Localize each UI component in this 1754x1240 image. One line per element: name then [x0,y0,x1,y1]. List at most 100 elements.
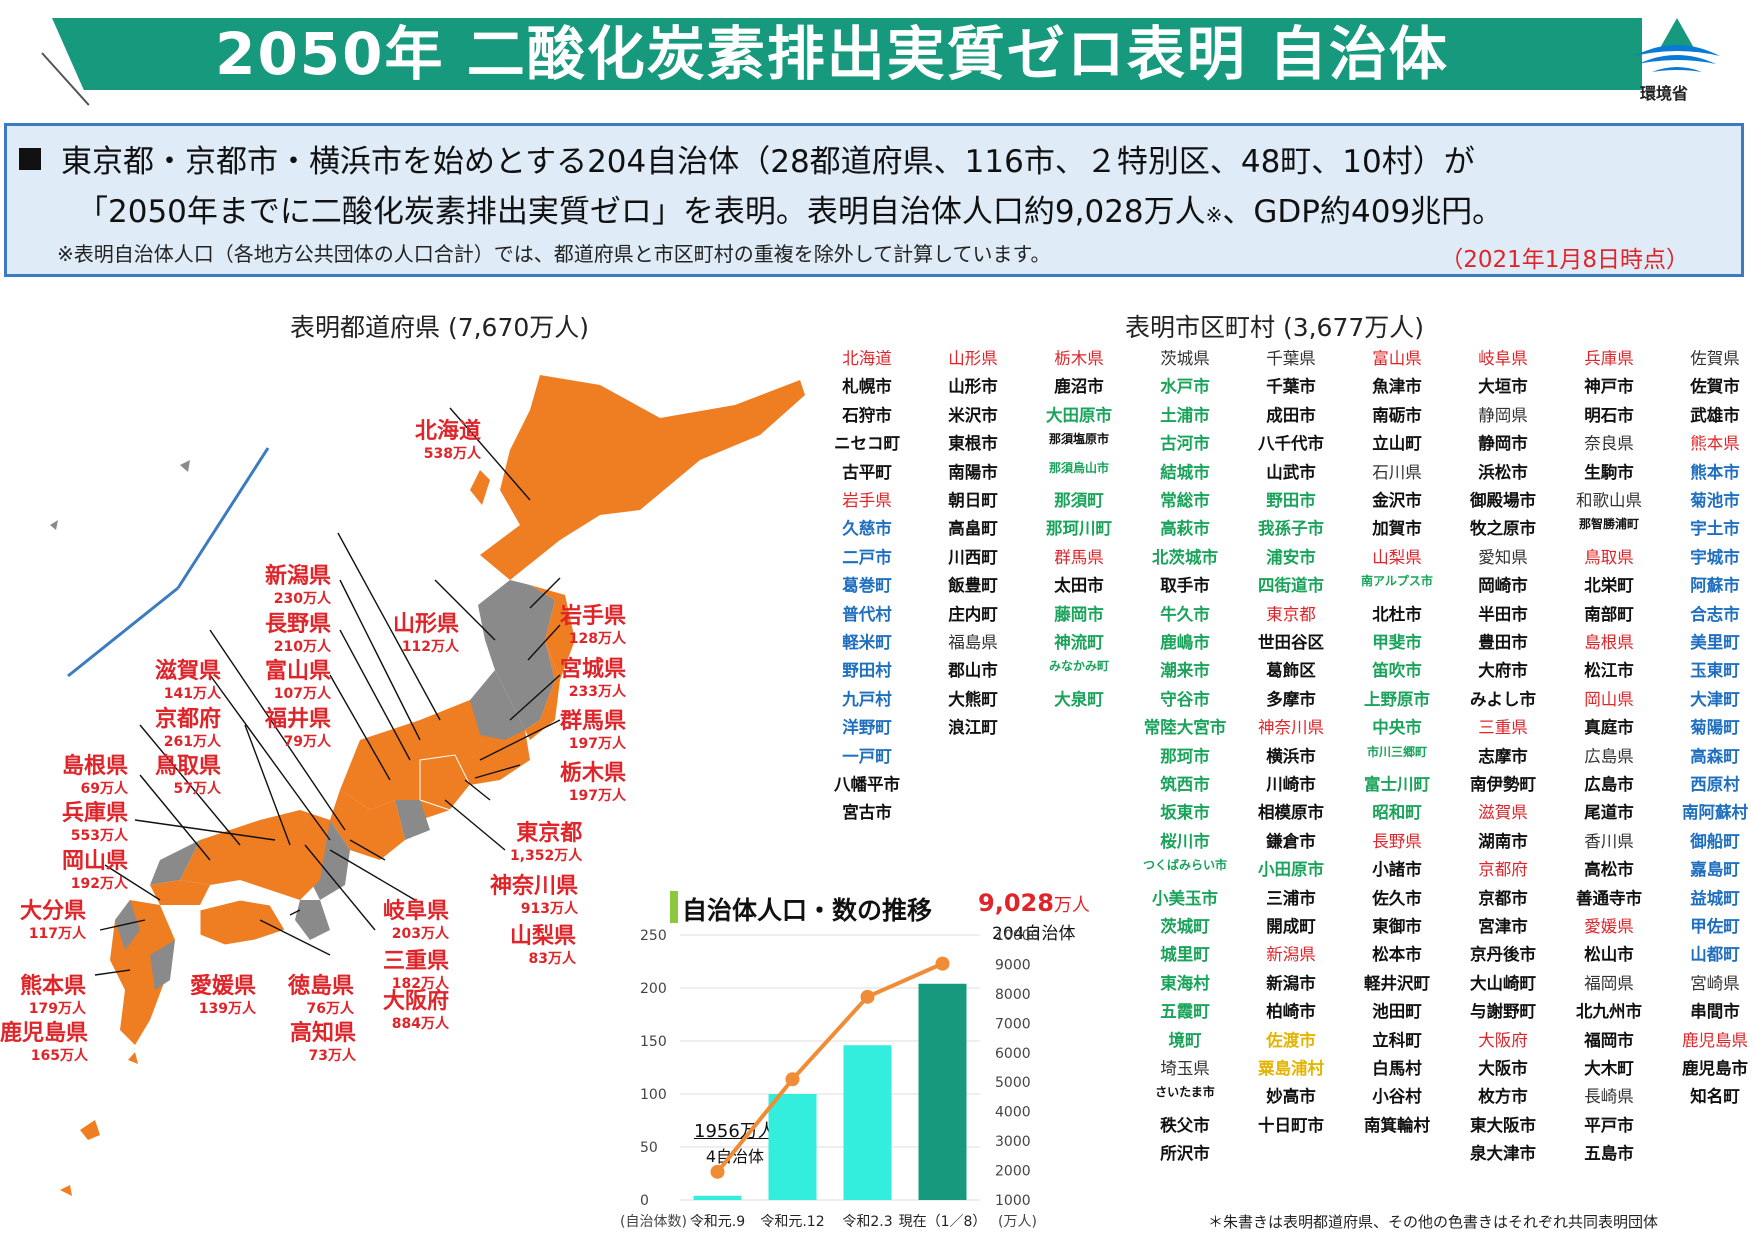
municipality-item: 湖南市 [1478,831,1528,851]
map-label-26: 鹿児島県 165万人 [0,1022,88,1066]
municipality-item: 高森町 [1690,746,1740,766]
prefecture-name: 岩手県 [560,604,627,629]
left-axis-label: (自治体数) [620,1214,687,1230]
municipality-item: 大泉町 [1054,689,1104,709]
municipality-item: 昭和町 [1372,803,1422,823]
municipality-item: 金沢市 [1372,491,1422,510]
municipality-item: 野田市 [1266,491,1316,510]
municipality-item: 秩父市 [1160,1115,1210,1135]
category-label: 令和2.3 [842,1214,892,1230]
municipality-item: 浦安市 [1266,547,1316,567]
municipality-item: 武雄市 [1690,405,1740,425]
summary-line-2: 「2050年までに二酸化炭素排出実質ゼロ」を表明。表明自治体人口約9,028万人… [77,186,1503,231]
municipality-item: 玉東町 [1690,661,1740,681]
left-tick-label: 100 [640,1087,667,1103]
left-tick-label: 0 [640,1193,649,1209]
prefecture-population: 139万人 [198,1001,257,1017]
municipality-item: 松江市 [1584,661,1634,681]
prefecture-population: 76万人 [306,1001,355,1017]
municipality-item: 相模原市 [1258,803,1324,823]
municipality-item: 岡崎市 [1478,576,1528,596]
prefecture-heading: 岐阜県 [1478,349,1528,368]
municipality-item: 大山崎町 [1470,973,1536,993]
municipality-item: 南陽市 [948,462,998,482]
map-label-20: 山梨県 83万人 [510,925,576,969]
municipality-item: 尾道市 [1584,803,1634,823]
map-label-2: 長野県 210万人 [265,613,331,657]
municipality-item: 大府市 [1478,661,1528,681]
prefecture-heading: 鹿児島県 [1682,1030,1748,1050]
right-tick-label: 2000 [995,1164,1031,1180]
map-label-25: 大阪府 884万人 [383,990,449,1034]
municipality-item: 佐渡市 [1266,1030,1316,1050]
right-tick-label: 9000 [995,957,1031,973]
trend-chart: 自治体人口・数の推移 9,028万人 204自治体 1956万人 4自治体 25… [620,885,1140,1235]
summary-note-mark: ※ [1205,203,1223,227]
population-point [785,1072,800,1087]
municipality-item: 御船町 [1690,831,1740,851]
municipality-item: 九戸村 [842,689,892,709]
municipality-item: 京丹後市 [1470,945,1536,965]
right-axis-label: (万人) [998,1214,1037,1230]
municipality-item: 魚津市 [1372,377,1422,397]
prefecture-name: 鹿児島県 [0,1021,89,1046]
prefecture-heading: 鳥取県 [1584,547,1634,567]
map-label-6: 滋賀県 141万人 [155,660,221,704]
right-tick-label: 7000 [995,1016,1031,1032]
municipality-item: 川崎市 [1266,775,1316,794]
prefecture-heading: 岩手県 [842,491,892,510]
municipality-item: 立山町 [1372,434,1422,454]
municipality-item: 佐賀市 [1690,377,1740,397]
map-label-7: 富山県 107万人 [265,660,331,704]
prefecture-name: 滋賀県 [155,659,222,684]
municipality-item: 柏崎市 [1266,1002,1316,1022]
right-tick-label: 3000 [995,1134,1031,1150]
municipality-item: 鹿児島市 [1682,1059,1748,1078]
prefecture-population: 1,352万人 [510,848,583,864]
as-of-date: （2021年1月8日時点） [1440,247,1689,273]
prefecture-population: 197万人 [568,788,627,804]
municipality-item: 山武市 [1266,462,1316,482]
municipality-item: 軽井沢町 [1364,973,1430,993]
map-label-10: 群馬県 197万人 [560,710,626,754]
map-label-3: 山形県 112万人 [393,613,459,657]
municipality-item: 川西町 [948,547,998,567]
population-point [860,989,875,1004]
prefecture-heading: 奈良県 [1584,434,1634,454]
municipality-item: 新潟市 [1266,973,1316,993]
population-line [715,961,944,1174]
population-point [710,1164,725,1179]
category-label: 現在（1／8） [899,1214,987,1230]
map-label-8: 京都府 261万人 [155,708,221,752]
prefecture-population: 192万人 [70,876,129,892]
map-label-11: 島根県 69万人 [62,755,128,799]
prefecture-heading: 長崎県 [1584,1087,1634,1107]
municipality-item: 洋野町 [842,718,892,738]
municipality-item: 二戸市 [842,547,892,567]
municipality-item: 北茨城市 [1152,547,1218,567]
municipality-item: 一戸町 [842,746,892,766]
prefecture-name: 高知県 [290,1021,357,1046]
municipality-item: 枚方市 [1478,1087,1528,1107]
prefecture-name: 栃木県 [560,761,627,786]
map-label-18: 大分県 117万人 [20,900,86,944]
highlight-count: 204自治体 [992,924,1076,944]
prefecture-population: 57万人 [173,781,222,797]
prefecture-name: 大分県 [20,899,87,924]
municipality-item: 池田町 [1372,1002,1422,1022]
prefecture-name: 鳥取県 [155,754,222,779]
map-label-13: 栃木県 197万人 [560,762,626,806]
map-label-21: 三重県 182万人 [383,950,449,994]
chart-highlight: 9,028万人 204自治体 [978,889,1090,944]
map-label-1: 新潟県 230万人 [265,565,331,609]
bar [918,983,967,1200]
municipality-item: 益城町 [1690,888,1740,908]
map-label-23: 愛媛県 139万人 [190,975,256,1019]
municipality-item: 山都町 [1690,945,1740,965]
municipality-item: 神流町 [1054,633,1104,652]
map-label-5: 宮城県 233万人 [560,658,626,702]
summary-line-2-a: 「2050年までに二酸化炭素排出実質ゼロ」を表明。表明自治体人口約9,028万人 [77,194,1206,230]
logo-label: 環境省 [1640,84,1689,103]
prefecture-heading: 埼玉県 [1160,1059,1210,1078]
prefecture-heading: 群馬県 [1054,547,1104,567]
